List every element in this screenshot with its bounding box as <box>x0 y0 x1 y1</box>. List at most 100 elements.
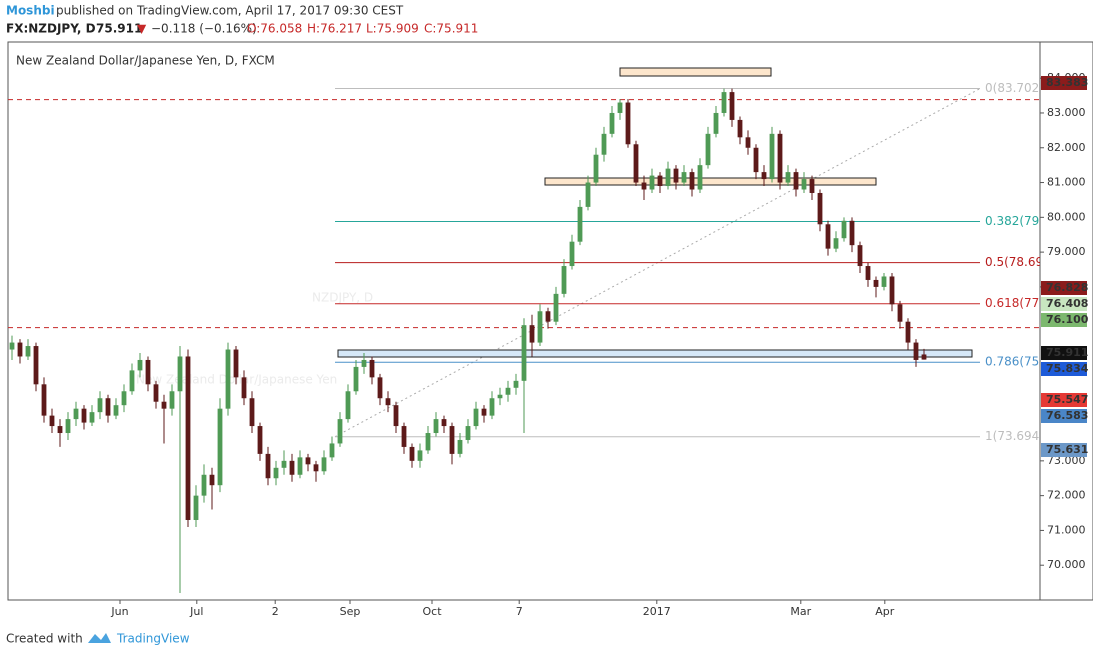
fib-label: 0.786(75 <box>985 355 1039 369</box>
x-tick-label: 2017 <box>643 605 671 618</box>
candle-body <box>401 426 407 447</box>
candle-body <box>561 266 567 294</box>
candle-body <box>177 356 183 392</box>
y-tick-label: 70.000 <box>1047 558 1086 571</box>
candle-body <box>721 92 727 113</box>
chart-frame <box>7 41 1093 601</box>
candle-body <box>625 102 631 145</box>
candle-body <box>793 172 799 190</box>
x-tick-label: Oct <box>422 605 442 618</box>
candle-body <box>609 112 615 134</box>
candle-body <box>361 359 367 367</box>
candle-body <box>817 192 823 225</box>
candle-body <box>233 349 239 378</box>
candle-body <box>209 474 215 486</box>
candle-body <box>273 467 279 479</box>
candle-body <box>881 276 887 287</box>
candle-body <box>529 325 535 343</box>
last-price: 75.911 <box>96 22 142 36</box>
candle-body <box>49 415 55 427</box>
candle-body <box>897 304 903 322</box>
candle-body <box>857 245 863 267</box>
fib-label: 0.618(77 <box>985 296 1039 310</box>
candle-body <box>697 165 703 190</box>
resistance-box <box>619 67 772 77</box>
candle-body <box>633 144 639 183</box>
candle-body <box>17 342 23 357</box>
price-badge-label: 75.834 <box>1046 362 1089 375</box>
symbol: FX:NZDJPY, D <box>6 22 96 36</box>
price-badge <box>1041 346 1087 360</box>
candle-body <box>801 179 807 190</box>
price-badge-label: 83.383 <box>1046 76 1088 89</box>
candle-body <box>153 384 159 402</box>
candle-body <box>537 311 543 343</box>
candle-body <box>825 224 831 249</box>
candle-body <box>41 384 47 416</box>
candle-body <box>217 408 223 486</box>
y-tick-label: 81.000 <box>1047 176 1086 189</box>
candle-body <box>121 391 127 406</box>
candle-body <box>865 266 871 280</box>
x-tick-label: Apr <box>875 605 895 618</box>
candle-body <box>257 426 263 454</box>
brand[interactable]: TradingView <box>116 632 190 646</box>
candle-body <box>249 398 255 427</box>
candle-body <box>81 408 87 423</box>
candle-body <box>785 172 791 183</box>
candle-body <box>377 377 383 399</box>
x-tick-label: Mar <box>790 605 811 618</box>
x-tick-label: 7 <box>516 605 523 618</box>
support-box <box>337 349 973 358</box>
candle-body <box>481 408 487 416</box>
x-tick-label: Jul <box>189 605 203 618</box>
candle-body <box>489 398 495 416</box>
candle-body <box>809 179 815 193</box>
candle-body <box>161 401 167 409</box>
x-tick-label: 2 <box>272 605 279 618</box>
candle-body <box>505 387 511 395</box>
candle-body <box>417 450 423 461</box>
candle-body <box>841 220 847 239</box>
low: L:75.909 <box>366 22 419 36</box>
candle-body <box>497 394 503 399</box>
y-tick-label: 83.000 <box>1047 106 1086 119</box>
candle-body <box>281 460 287 468</box>
candle-body <box>769 133 775 180</box>
change-arrow: ▼ <box>137 22 147 36</box>
candle-body <box>385 398 391 406</box>
candle-body <box>737 119 743 138</box>
created-with: Created with <box>6 632 83 646</box>
candle-body <box>617 102 623 113</box>
open: O:76.058 <box>247 22 302 36</box>
candle-body <box>441 419 447 427</box>
candle-body <box>321 457 327 472</box>
author[interactable]: Moshbi <box>6 4 55 18</box>
candle-body <box>241 377 247 399</box>
price-badge <box>1041 76 1087 90</box>
candle-body <box>193 495 199 520</box>
candle-body <box>105 398 111 416</box>
candle-body <box>465 426 471 440</box>
candle-body <box>569 241 575 267</box>
price-badge <box>1041 409 1087 423</box>
candle-body <box>313 464 319 472</box>
candle-body <box>329 443 335 458</box>
candle-body <box>849 220 855 246</box>
price-badge <box>1041 313 1087 327</box>
candle-body <box>713 112 719 134</box>
candle-body <box>921 354 927 360</box>
candle-body <box>57 426 63 434</box>
candle-body <box>337 419 343 444</box>
price-badge <box>1041 297 1087 311</box>
candle-body <box>289 460 295 475</box>
candle-body <box>577 206 583 242</box>
candle-body <box>393 405 399 427</box>
price-badge-label: 76.828 <box>1046 281 1088 294</box>
candle-body <box>305 457 311 465</box>
price-badge-label: 76.408 <box>1046 297 1088 310</box>
candle-body <box>433 419 439 434</box>
price-badge <box>1041 443 1087 457</box>
tradingview-logo <box>88 633 111 643</box>
